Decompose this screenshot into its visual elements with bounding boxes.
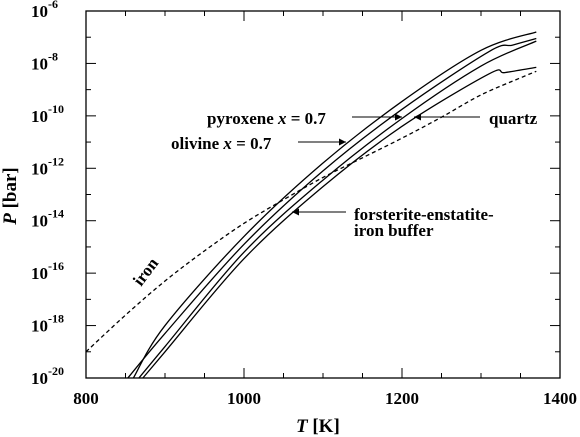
y-tick-labels: 10-20 10-18 10-16 10-14 10-12 10-10 10-8 10-6 [31,0,64,388]
series-line-buffer [138,40,537,378]
annotation-buffer-line2: iron buffer [354,221,434,240]
y-tick-label: 10-6 [31,0,58,21]
y-tick-label: 10-14 [31,207,64,231]
annotation-olivine: olivine x = 0.7 [171,134,272,153]
x-tick-label: 1000 [227,389,261,408]
y-axis-label: P [bar] [0,167,21,226]
annotation-quartz: quartz [489,109,538,128]
y-tick-label: 10-16 [31,259,64,283]
x-tick-label: 1400 [543,389,577,408]
series-line-olivine [127,37,537,378]
x-tick-label: 800 [73,389,99,408]
series-group [86,31,537,378]
series-line-iron [86,70,537,353]
y-tick-label: 10-20 [31,364,64,388]
axis-ticks [85,10,561,379]
y-tick-label: 10-8 [31,49,58,73]
x-axis-label: T [K] [296,416,340,437]
series-line-pyroxene [132,31,537,378]
y-tick-label: 10-18 [31,312,64,336]
annotation-pyroxene: pyroxene x = 0.7 [207,109,326,128]
y-tick-label: 10-12 [31,154,64,178]
x-tick-labels: 800 1000 1200 1400 [73,389,577,408]
plot-frame [85,10,561,379]
annotation-buffer-line1: forsterite-enstatite- [354,205,494,224]
annotation-iron: iron [129,254,163,290]
y-tick-label: 10-10 [31,102,64,126]
series-line-quartz [142,66,537,378]
x-tick-label: 1200 [385,389,419,408]
